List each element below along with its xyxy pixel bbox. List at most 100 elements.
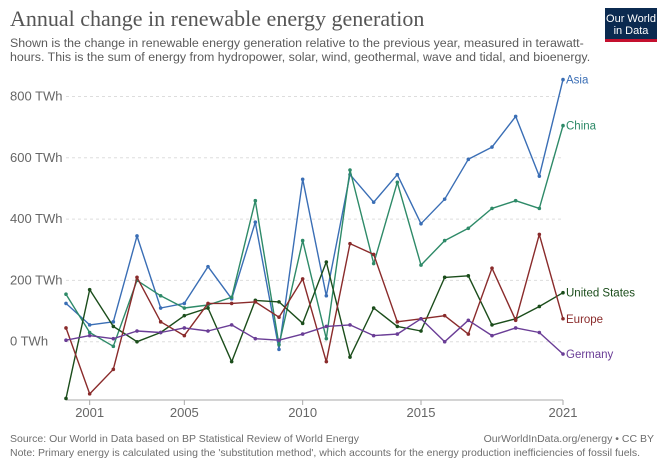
data-point[interactable]	[111, 367, 116, 372]
data-point[interactable]	[490, 266, 494, 270]
data-point[interactable]	[87, 287, 92, 292]
data-point[interactable]	[64, 338, 68, 343]
data-point[interactable]	[348, 323, 352, 327]
data-point[interactable]	[111, 336, 116, 341]
data-point[interactable]	[324, 260, 329, 264]
data-point[interactable]	[87, 392, 92, 396]
data-point[interactable]	[466, 226, 471, 231]
series-asia[interactable]	[64, 77, 565, 352]
data-point[interactable]	[466, 332, 471, 336]
data-point[interactable]	[324, 359, 329, 364]
data-point[interactable]	[324, 336, 329, 341]
data-point[interactable]	[561, 123, 565, 128]
data-point[interactable]	[206, 306, 210, 310]
data-point[interactable]	[419, 221, 423, 226]
series-line[interactable]	[65, 318, 564, 355]
data-point[interactable]	[277, 300, 281, 304]
data-point[interactable]	[182, 301, 187, 306]
data-point[interactable]	[371, 333, 376, 338]
data-point[interactable]	[395, 320, 400, 324]
data-point[interactable]	[300, 321, 305, 326]
data-point[interactable]	[371, 200, 376, 205]
data-point[interactable]	[206, 264, 210, 269]
series-line[interactable]	[65, 233, 564, 395]
data-point[interactable]	[135, 234, 139, 238]
data-point[interactable]	[158, 330, 163, 335]
data-point[interactable]	[253, 336, 258, 341]
data-point[interactable]	[324, 293, 329, 298]
owid-link[interactable]: OurWorldInData.org/energy • CC BY	[483, 433, 654, 445]
data-point[interactable]	[87, 323, 92, 327]
data-point[interactable]	[348, 241, 352, 246]
data-point[interactable]	[537, 206, 542, 211]
data-point[interactable]	[442, 313, 447, 318]
data-point[interactable]	[348, 168, 352, 172]
data-point[interactable]	[371, 252, 376, 257]
data-point[interactable]	[158, 293, 163, 298]
data-point[interactable]	[253, 220, 258, 224]
data-point[interactable]	[229, 323, 234, 327]
data-point[interactable]	[490, 145, 494, 149]
data-point[interactable]	[395, 324, 400, 329]
data-point[interactable]	[395, 172, 400, 177]
data-point[interactable]	[111, 324, 116, 329]
data-point[interactable]	[87, 330, 92, 335]
data-point[interactable]	[158, 320, 163, 324]
data-point[interactable]	[395, 332, 400, 336]
data-point[interactable]	[466, 274, 471, 278]
data-point[interactable]	[419, 329, 423, 333]
data-point[interactable]	[324, 324, 329, 329]
data-point[interactable]	[371, 306, 376, 310]
data-point[interactable]	[513, 318, 518, 323]
data-point[interactable]	[158, 306, 163, 310]
data-point[interactable]	[64, 301, 68, 306]
series-germany[interactable]	[64, 316, 565, 356]
data-point[interactable]	[300, 332, 305, 336]
data-point[interactable]	[442, 238, 447, 243]
data-point[interactable]	[229, 301, 234, 306]
data-point[interactable]	[111, 320, 116, 324]
data-point[interactable]	[490, 333, 494, 338]
data-point[interactable]	[300, 238, 305, 243]
data-point[interactable]	[135, 275, 139, 280]
series-line[interactable]	[65, 79, 564, 351]
data-point[interactable]	[87, 333, 92, 338]
data-point[interactable]	[537, 232, 542, 237]
data-point[interactable]	[253, 300, 258, 304]
owid-logo[interactable]: Our World in Data	[605, 8, 657, 42]
data-point[interactable]	[300, 177, 305, 182]
data-point[interactable]	[300, 277, 305, 281]
data-point[interactable]	[206, 329, 210, 333]
data-point[interactable]	[348, 355, 352, 359]
data-point[interactable]	[182, 333, 187, 338]
data-point[interactable]	[64, 326, 68, 330]
data-point[interactable]	[253, 198, 258, 203]
data-point[interactable]	[419, 316, 423, 321]
data-point[interactable]	[561, 77, 565, 82]
data-point[interactable]	[466, 157, 471, 162]
data-point[interactable]	[561, 290, 565, 295]
data-point[interactable]	[419, 263, 423, 267]
data-point[interactable]	[182, 326, 187, 330]
data-point[interactable]	[206, 301, 210, 306]
data-point[interactable]	[182, 313, 187, 318]
data-point[interactable]	[229, 295, 234, 300]
data-point[interactable]	[371, 261, 376, 266]
data-point[interactable]	[442, 275, 447, 280]
data-point[interactable]	[135, 339, 139, 344]
data-point[interactable]	[513, 114, 518, 119]
data-point[interactable]	[395, 180, 400, 185]
series-china[interactable]	[64, 123, 565, 349]
data-point[interactable]	[537, 330, 542, 335]
data-point[interactable]	[513, 198, 518, 203]
data-point[interactable]	[64, 396, 68, 401]
data-point[interactable]	[442, 339, 447, 344]
data-point[interactable]	[277, 343, 281, 347]
series-line[interactable]	[65, 125, 564, 347]
data-point[interactable]	[537, 304, 542, 309]
data-point[interactable]	[277, 315, 281, 320]
data-point[interactable]	[513, 326, 518, 330]
data-point[interactable]	[277, 338, 281, 343]
data-point[interactable]	[64, 292, 68, 297]
data-point[interactable]	[561, 352, 565, 356]
